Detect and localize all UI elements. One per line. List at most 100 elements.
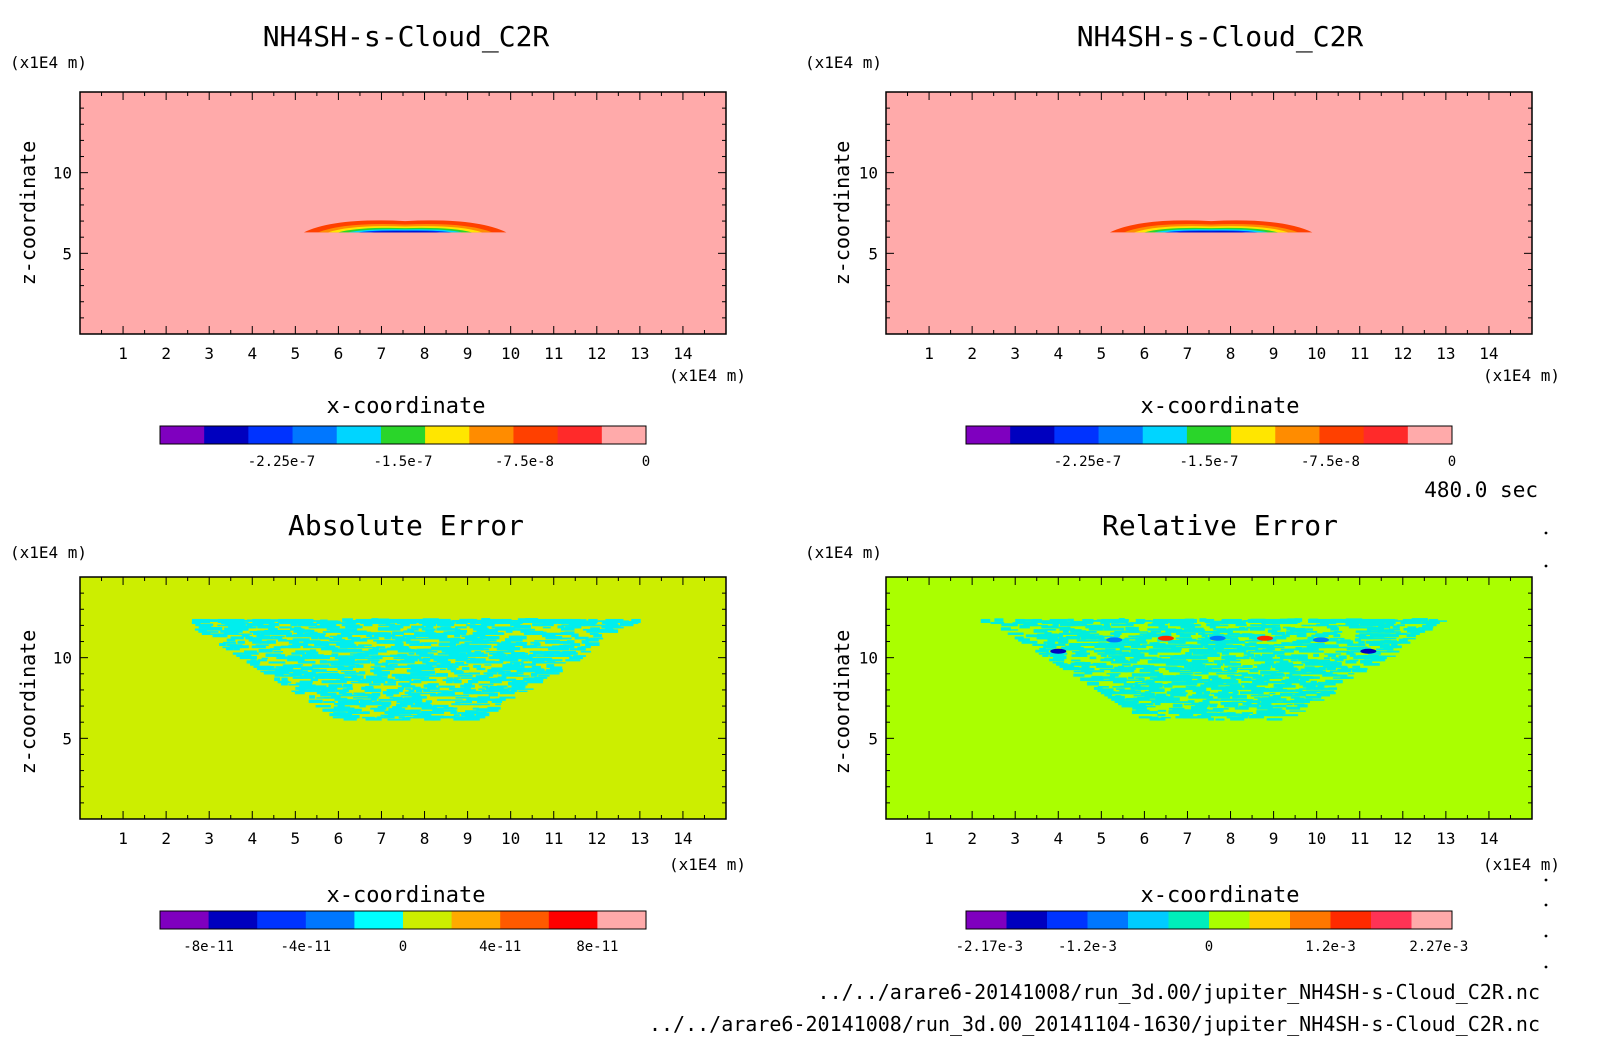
y-tick-label: 5 xyxy=(62,244,72,263)
colorbar-swatch xyxy=(292,426,338,444)
colorbar-swatch xyxy=(248,426,294,444)
x-unit-label: (x1E4 m) xyxy=(669,855,746,874)
colorbar-tick-label: -7.5e-8 xyxy=(495,454,554,470)
x-tick-label: 3 xyxy=(1010,344,1020,363)
colorbar-tick-label: -4e-11 xyxy=(281,939,332,955)
x-tick-label: 2 xyxy=(161,344,171,363)
footer-file-1: ../../arare6-20141008/run_3d.00/jupiter_… xyxy=(817,980,1540,1004)
plot-background xyxy=(80,92,726,334)
x-tick-label: 9 xyxy=(463,344,473,363)
x-tick-label: 3 xyxy=(204,344,214,363)
colorbar-swatch xyxy=(1168,911,1210,929)
y-tick-label: 10 xyxy=(859,649,878,668)
x-tick-label: 10 xyxy=(1307,829,1326,848)
x-tick-label: 9 xyxy=(463,829,473,848)
colorbar-swatch xyxy=(160,426,205,444)
x-tick-label: 1 xyxy=(118,829,128,848)
time-label: 480.0 sec xyxy=(1424,478,1538,502)
extreme-spot-1 xyxy=(1256,635,1273,641)
panel-title: Relative Error xyxy=(1102,509,1338,542)
x-tick-label: 12 xyxy=(1393,344,1412,363)
x-tick-label: 3 xyxy=(204,829,214,848)
x-tick-label: 7 xyxy=(1183,829,1193,848)
x-tick-label: 8 xyxy=(420,344,430,363)
colorbar-swatch xyxy=(557,426,603,444)
x-tick-label: 2 xyxy=(967,344,977,363)
colorbar-swatch xyxy=(425,426,470,444)
y-tick-label: 10 xyxy=(53,164,72,183)
footer-file-2: ../../arare6-20141008/run_3d.00_20141104… xyxy=(648,1012,1540,1036)
y-tick-label: 10 xyxy=(859,164,878,183)
colorbar-swatch xyxy=(1010,426,1055,444)
colorbar-swatch xyxy=(1231,426,1276,444)
x-tick-label: 4 xyxy=(247,344,257,363)
x-tick-label: 12 xyxy=(1393,829,1412,848)
colorbar-swatch xyxy=(1411,911,1453,929)
colorbar-swatch xyxy=(354,911,404,929)
x-axis-label: x-coordinate xyxy=(1141,883,1300,908)
colorbar-frame xyxy=(965,910,1453,930)
right-edge-markers xyxy=(1544,531,1548,969)
panel-title: NH4SH-s-Cloud_C2R xyxy=(263,20,550,54)
colorbar-swatch xyxy=(1330,911,1372,929)
panel-cloud-left: NH4SH-s-Cloud_C2R (x1E4 m) (x1E4 m) x-co… xyxy=(10,20,746,470)
x-unit-label: (x1E4 m) xyxy=(1483,366,1560,385)
colorbar-swatch xyxy=(1249,911,1291,929)
x-tick-label: 3 xyxy=(1010,829,1020,848)
x-tick-label: 11 xyxy=(1350,344,1369,363)
colorbar-tick-label: 4e-11 xyxy=(479,939,521,955)
colorbar-swatch xyxy=(160,911,210,929)
colorbar-tick-label: 0 xyxy=(1205,939,1213,955)
colorbar-swatch xyxy=(1319,426,1365,444)
x-tick-label: 10 xyxy=(501,829,520,848)
colorbar-tick-label: 0 xyxy=(1448,454,1456,470)
x-tick-label: 6 xyxy=(1140,344,1150,363)
colorbar-frame xyxy=(159,910,647,930)
colorbar-tick-label: -1.5e-7 xyxy=(373,454,432,470)
colorbar-swatch xyxy=(1363,426,1409,444)
y-unit-label: (x1E4 m) xyxy=(10,543,87,562)
extreme-spot-4 xyxy=(1106,637,1123,643)
y-unit-label: (x1E4 m) xyxy=(805,53,882,72)
colorbar-swatch xyxy=(336,426,382,444)
x-tick-label: 14 xyxy=(1479,344,1498,363)
x-tick-label: 2 xyxy=(967,829,977,848)
extreme-spot-2 xyxy=(1050,648,1067,654)
plot-background xyxy=(886,92,1532,334)
y-axis-label: z-coordinate xyxy=(16,141,40,286)
x-tick-label: 6 xyxy=(334,344,344,363)
x-tick-label: 4 xyxy=(1053,829,1063,848)
error-region xyxy=(191,618,641,721)
y-unit-label: (x1E4 m) xyxy=(805,543,882,562)
colorbar-tick-label: -2.25e-7 xyxy=(248,454,315,470)
panel-cloud-right: NH4SH-s-Cloud_C2R (x1E4 m) (x1E4 m) x-co… xyxy=(805,20,1560,470)
x-tick-label: 10 xyxy=(501,344,520,363)
x-tick-label: 5 xyxy=(291,829,301,848)
colorbar-frame xyxy=(159,425,647,445)
colorbar-tick-label: 8e-11 xyxy=(576,939,618,955)
colorbar-tick-label: -2.25e-7 xyxy=(1054,454,1121,470)
colorbar-swatch xyxy=(204,426,249,444)
colorbar-swatch xyxy=(1098,426,1144,444)
extreme-spot-5 xyxy=(1312,637,1329,643)
x-tick-label: 1 xyxy=(924,829,934,848)
colorbar-tick-label: 0 xyxy=(399,939,407,955)
x-tick-label: 14 xyxy=(673,344,692,363)
x-tick-label: 12 xyxy=(587,344,606,363)
colorbar-swatch xyxy=(597,911,647,929)
colorbar-swatch xyxy=(208,911,258,929)
x-unit-label: (x1E4 m) xyxy=(1483,855,1560,874)
extreme-spot-3 xyxy=(1360,648,1377,654)
x-tick-label: 13 xyxy=(630,829,649,848)
x-tick-label: 8 xyxy=(1226,344,1236,363)
colorbar-tick-label: -1.5e-7 xyxy=(1179,454,1238,470)
colorbar-tick-label: -2.17e-3 xyxy=(956,939,1023,955)
x-tick-label: 7 xyxy=(1183,344,1193,363)
y-unit-label: (x1E4 m) xyxy=(10,53,87,72)
panel-relative-error: Relative Error (x1E4 m) (x1E4 m) x-coord… xyxy=(805,509,1560,955)
x-tick-label: 4 xyxy=(247,829,257,848)
x-tick-label: 9 xyxy=(1269,344,1279,363)
colorbar-tick-label: 0 xyxy=(642,454,650,470)
x-tick-label: 13 xyxy=(1436,829,1455,848)
colorbar-swatch xyxy=(1275,426,1320,444)
